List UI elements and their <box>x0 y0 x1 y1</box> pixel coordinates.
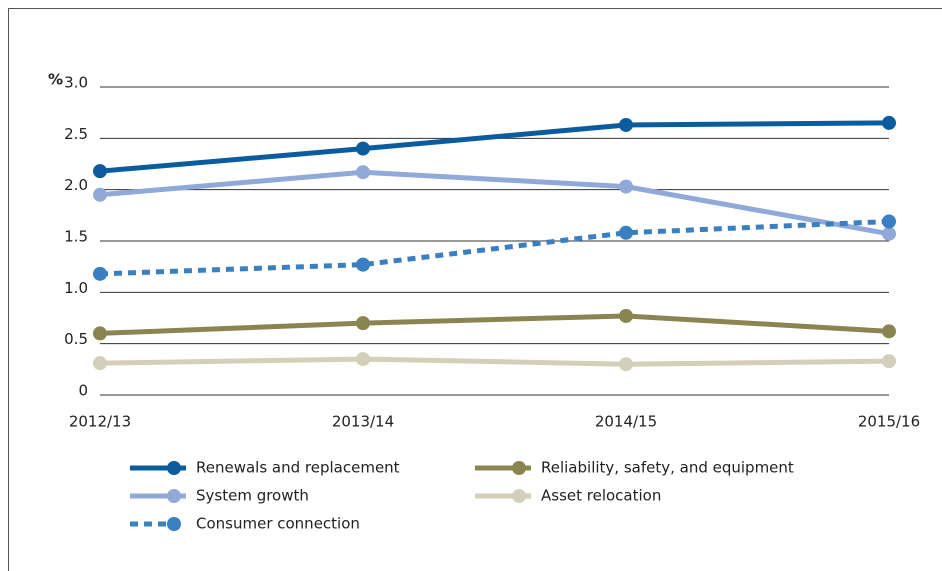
point <box>356 141 370 156</box>
point <box>93 356 107 371</box>
series-line <box>99 218 890 277</box>
point <box>619 308 633 323</box>
point <box>882 115 896 130</box>
legend-label: Reliability, safety, and equipment <box>541 459 794 477</box>
point <box>93 187 107 202</box>
point <box>619 225 633 240</box>
legend-label: Consumer connection <box>196 515 360 533</box>
y-tick-label: 3.0 <box>64 74 88 92</box>
legend-marker <box>167 461 181 475</box>
y-axis-label: % <box>48 71 63 89</box>
point <box>93 266 107 281</box>
y-tick-label: 1.5 <box>64 228 88 246</box>
x-tick-label: 2015/16 <box>858 413 920 431</box>
x-tick-label: 2014/15 <box>595 413 657 431</box>
series-line <box>99 169 890 237</box>
point <box>356 165 370 180</box>
frame <box>8 8 942 571</box>
point <box>619 357 633 372</box>
point <box>619 117 633 132</box>
point <box>93 164 107 179</box>
x-tick-label: 2012/13 <box>69 413 131 431</box>
legend-marker <box>512 461 526 475</box>
legend-marker <box>167 489 181 503</box>
point <box>882 214 896 229</box>
point <box>882 354 896 369</box>
legend-label: Asset relocation <box>541 487 661 505</box>
legend-marker <box>167 517 181 531</box>
legend-label: Renewals and replacement <box>196 459 400 477</box>
y-tick-label: 2.5 <box>64 125 88 143</box>
legend-label: System growth <box>196 487 309 505</box>
legend-marker <box>512 489 526 503</box>
point <box>356 257 370 272</box>
point <box>619 179 633 194</box>
point <box>882 226 896 241</box>
point <box>356 352 370 367</box>
series-line <box>99 313 890 336</box>
series-line <box>99 356 890 367</box>
point <box>93 326 107 341</box>
y-tick-label: 0.5 <box>64 330 88 348</box>
point <box>882 324 896 339</box>
series-line <box>99 120 890 174</box>
y-tick-label: 0 <box>78 382 88 400</box>
x-tick-label: 2013/14 <box>332 413 394 431</box>
point <box>356 316 370 331</box>
y-tick-label: 2.0 <box>64 176 88 194</box>
y-tick-label: 1.0 <box>64 279 88 297</box>
